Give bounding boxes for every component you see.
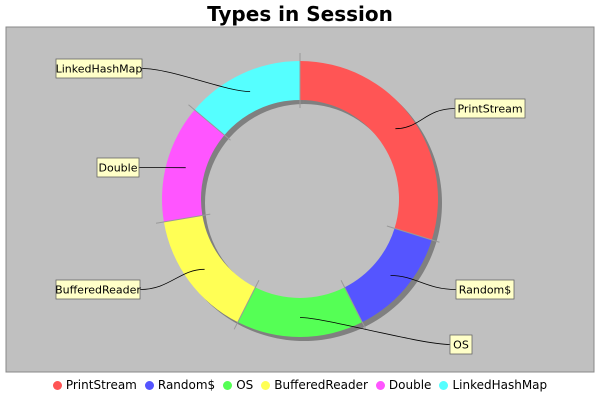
legend-label: LinkedHashMap [452,378,548,392]
leader-line [141,68,251,92]
leader-line [395,108,456,130]
legend-swatch [223,380,233,390]
slice-labels: PrintStream Random$ OS BufferedReader Double… [55,58,526,355]
donut-slice-double [161,109,225,222]
chart-title: Types in Session [207,2,393,26]
legend-item: Random$ [144,378,216,392]
donut-slice-linkedhashmap [194,61,300,136]
slice-label-box [55,58,143,79]
slice-label-box [455,279,515,300]
legend-label: BufferedReader [274,378,368,392]
slice-label-box [449,334,473,355]
slice-label-box [55,279,141,300]
donut-slice-bufferedreader [163,215,256,323]
donut-slice-os [237,287,363,337]
slice-label-box [454,98,526,119]
legend-label: Random$ [157,378,216,392]
slice-label: Double [99,162,138,175]
slice-label: OS [453,339,469,352]
slice-label: PrintStream [457,103,522,116]
legend-label: PrintStream [65,378,137,392]
leader-line [299,317,451,345]
legend-item: BufferedReader [261,378,368,392]
legend-item: Double [375,378,432,392]
donut-slices [161,61,438,337]
legend-item: LinkedHashMap [439,378,547,392]
legend-item: OS [223,378,253,392]
legend-swatch [144,380,154,390]
slice-separator [188,104,231,141]
legend: PrintStream Random$ OS BufferedReader Double… [0,378,600,392]
legend-swatch [52,380,62,390]
slice-label-box [96,157,140,178]
legend-swatch [375,380,385,390]
legend-swatch [439,380,449,390]
leader-line [139,268,205,290]
slice-label: LinkedHashMap [56,63,143,76]
slice-label: BufferedReader [55,284,141,297]
legend-swatch [261,380,271,390]
slice-separators [155,53,440,330]
legend-label: Double [388,378,432,392]
slice-separator [386,225,440,243]
legend-label: OS [236,378,254,392]
donut-slice-random- [344,228,432,323]
leader-line [390,275,457,290]
slice-label: Random$ [459,284,512,297]
slice-separator [233,279,260,330]
slice-separator [340,279,367,330]
donut-slice-printstream [300,61,438,240]
legend-item: PrintStream [52,378,137,392]
slice-separator [155,213,211,224]
